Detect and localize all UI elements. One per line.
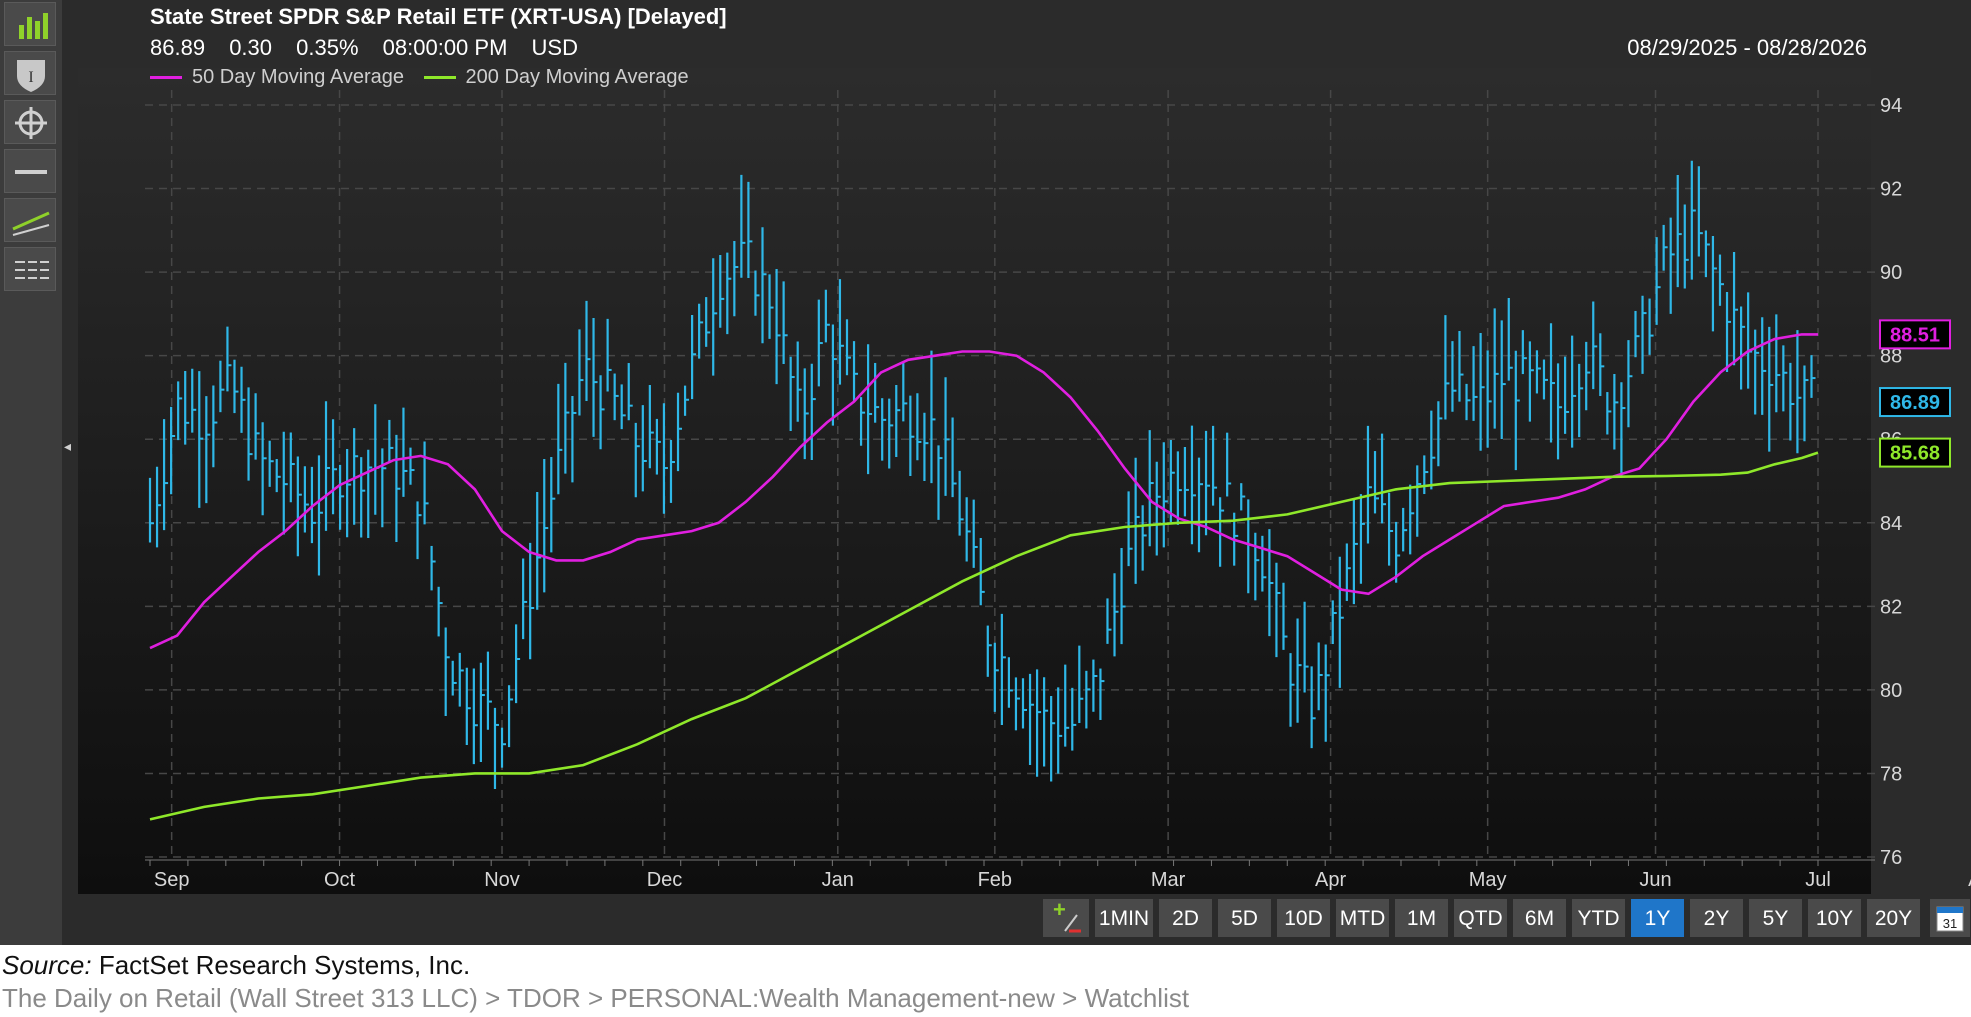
last-value-box	[1879, 437, 1951, 468]
ma50-line	[149, 333, 1818, 650]
range-button-1m[interactable]: 1M	[1394, 898, 1449, 938]
x-tick-label: Dec	[647, 869, 683, 891]
last-value-text: 85.68	[1890, 443, 1940, 465]
left-toolbar: I	[0, 0, 62, 945]
y-tick-label: 94	[1880, 95, 1902, 117]
y-tick-label: 80	[1880, 680, 1902, 702]
add-remove-button[interactable]: +	[1042, 897, 1090, 938]
last-value-box	[1879, 387, 1951, 418]
horizontal-line-icon[interactable]	[4, 149, 56, 193]
range-button-1min[interactable]: 1MIN	[1094, 898, 1154, 938]
range-button-mtd[interactable]: MTD	[1335, 898, 1390, 938]
price-change: 0.30	[229, 35, 273, 60]
legend-swatch-ma50	[150, 76, 182, 80]
legend-label-ma50: 50 Day Moving Average	[192, 66, 404, 88]
legend: 50 Day Moving Average 200 Day Moving Ave…	[150, 66, 703, 89]
y-tick-label: 76	[1880, 847, 1902, 869]
svg-text:31: 31	[1943, 916, 1957, 931]
last-value-box	[1879, 319, 1951, 350]
x-tick-label: Jul	[1805, 869, 1831, 891]
quote-time: 08:00:00 PM	[382, 35, 508, 60]
range-button-10d[interactable]: 10D	[1276, 898, 1331, 938]
range-button-1y[interactable]: 1Y	[1630, 898, 1685, 938]
range-button-6m[interactable]: 6M	[1512, 898, 1567, 938]
last-value-text: 86.89	[1890, 392, 1940, 414]
y-axis: 76788082848688909294	[1880, 95, 1902, 869]
shield-icon[interactable]: I	[4, 51, 56, 95]
last-value-ma200: 85.68	[1879, 437, 1951, 468]
x-tick-label: Sep	[154, 869, 190, 891]
bar-chart-icon[interactable]	[4, 2, 56, 46]
last-value-price: 86.89	[1879, 387, 1951, 418]
legend-label-ma200: 200 Day Moving Average	[465, 66, 689, 88]
plot-area	[78, 68, 1871, 894]
add-remove-icon: +	[1053, 897, 1081, 933]
chart-title: State Street SPDR S&P Retail ETF (XRT-US…	[150, 4, 727, 29]
calendar-icon: 31	[1936, 906, 1964, 932]
svg-text:+: +	[1053, 899, 1066, 922]
y-tick-label: 92	[1880, 179, 1902, 201]
x-tick-label: Aug	[1968, 869, 1971, 891]
x-tick-label: Jun	[1639, 869, 1671, 891]
price-chart[interactable]: 76788082848688909294 SepOctNovDecJanFebM…	[0, 0, 1971, 945]
range-button-2d[interactable]: 2D	[1158, 898, 1213, 938]
x-tick-label: Jan	[822, 869, 854, 891]
collapse-arrow-icon[interactable]: ◂	[64, 438, 72, 454]
calendar-button[interactable]: 31	[1929, 898, 1971, 938]
range-button-qtd[interactable]: QTD	[1453, 898, 1508, 938]
legend-item-ma50: 50 Day Moving Average	[150, 66, 404, 89]
quote-line: 86.89 0.30 0.35% 08:00:00 PM USD	[150, 35, 596, 61]
x-tick-label: May	[1469, 869, 1507, 891]
y-tick-label: 82	[1880, 596, 1902, 618]
x-tick-label: Mar	[1151, 869, 1186, 891]
price-series	[148, 160, 1816, 789]
y-tick-label: 78	[1880, 763, 1902, 785]
ma200-line	[149, 451, 1819, 821]
crosshair-icon[interactable]	[4, 100, 56, 144]
last-price: 86.89	[150, 35, 206, 60]
range-button-5y[interactable]: 5Y	[1748, 898, 1803, 938]
y-tick-label: 90	[1880, 262, 1902, 284]
range-button-10y[interactable]: 10Y	[1807, 898, 1862, 938]
range-button-2y[interactable]: 2Y	[1689, 898, 1744, 938]
x-axis: Sep Oct Nov Dec Jan Feb Mar Apr May Jun Jul Aug	[145, 859, 1971, 891]
y-tick-label: 84	[1880, 513, 1902, 535]
last-value-labels: 88.51 86.89 85.68	[1879, 319, 1951, 468]
breadcrumb: The Daily on Retail (Wall Street 313 LLC…	[2, 983, 1190, 1013]
x-tick-label: Feb	[978, 869, 1012, 891]
last-value-ma50: 88.51	[1879, 319, 1951, 350]
trendline-icon[interactable]	[4, 198, 56, 242]
chart-application: 76788082848688909294 SepOctNovDecJanFebM…	[0, 0, 1971, 945]
moving-averages	[149, 333, 1819, 821]
source-text: FactSet Research Systems, Inc.	[91, 950, 471, 980]
svg-text:I: I	[28, 69, 33, 86]
date-range: 08/29/2025 - 08/28/2026	[1627, 35, 1867, 60]
range-button-ytd[interactable]: YTD	[1571, 898, 1626, 938]
x-tick-label: Oct	[324, 869, 356, 891]
range-button-5d[interactable]: 5D	[1217, 898, 1272, 938]
x-tick-label: Apr	[1315, 869, 1346, 891]
last-value-text: 88.51	[1890, 324, 1940, 346]
quote-currency: USD	[531, 35, 578, 60]
legend-item-ma200: 200 Day Moving Average	[423, 66, 689, 89]
price-change-percent: 0.35%	[296, 35, 359, 60]
y-tick-label: 88	[1880, 346, 1902, 368]
x-tick-label: Nov	[484, 869, 520, 891]
legend-swatch-ma200	[423, 76, 456, 80]
range-button-20y[interactable]: 20Y	[1866, 898, 1921, 938]
source-prefix: Source:	[2, 950, 92, 980]
source-line: Source: FactSet Research Systems, Inc.	[2, 950, 470, 981]
grid-list-icon[interactable]	[4, 247, 56, 291]
